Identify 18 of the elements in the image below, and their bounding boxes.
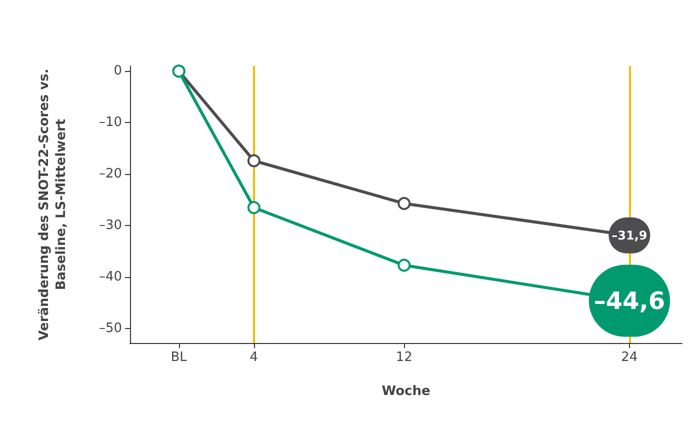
y-tick-label: 0 bbox=[114, 64, 122, 79]
point bbox=[247, 154, 260, 168]
y-tick-label: –50 bbox=[98, 321, 122, 336]
point bbox=[398, 258, 411, 272]
x-tick-label: 4 bbox=[250, 350, 258, 365]
x-tick-label: 12 bbox=[396, 350, 412, 365]
point bbox=[398, 196, 411, 210]
y-tick-label: –30 bbox=[98, 218, 122, 234]
data-label: –31,9 bbox=[612, 228, 648, 242]
x-axis-title: Woche bbox=[382, 384, 430, 399]
point bbox=[247, 201, 260, 214]
data-label: –44,6 bbox=[594, 286, 666, 315]
y-tick-label: –10 bbox=[98, 115, 122, 130]
x-tick-label: BL bbox=[170, 350, 188, 365]
x-tick-label: 24 bbox=[621, 350, 638, 365]
y-tick-label: –20 bbox=[98, 166, 122, 182]
y-axis-title: Veränderung des SNOT-22-Scores vs. Baseline, LS-Mittelwert bbox=[37, 68, 69, 340]
y-tick-label: –40 bbox=[98, 270, 122, 285]
